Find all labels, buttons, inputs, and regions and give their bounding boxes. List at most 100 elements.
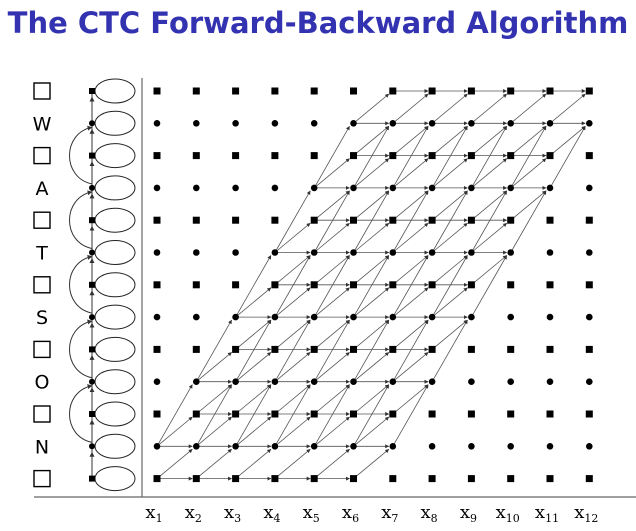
hmm-label-node [89,443,95,450]
transition-edge [392,125,429,189]
label-state-node [271,120,279,127]
transition-edge [392,190,429,253]
label-state-node [586,443,593,450]
blank-state-node [467,281,475,289]
transition-edge [510,158,547,189]
blank-state-node [585,87,593,95]
transition-edge [313,416,350,447]
blank-state-node [507,345,515,353]
blank-state-node [271,87,279,95]
transition-edge [235,448,272,479]
blank-state-node [153,281,161,289]
transition-edge [156,384,193,447]
blank-state-node [192,87,200,95]
blank-state-node [153,216,161,224]
transition-edge [274,255,311,286]
transition-edge [235,384,272,447]
self-loop-ellipse [94,272,136,298]
transition-edge [353,125,390,189]
blank-state-node [546,216,554,224]
blank-state-node [585,345,593,353]
blank-state-node [467,152,475,160]
x-axis-label: x7 [381,502,398,525]
label-state-node [232,313,239,321]
blank-state-node [546,152,554,160]
blank-state-node [271,345,279,353]
self-loop-ellipse [94,466,136,492]
x-axis-label: x11 [535,502,559,525]
blank-state-node [271,410,279,418]
self-loop-ellipse [94,240,136,265]
transition-edge [235,319,272,350]
transition-edge [392,319,429,382]
blank-state-node [153,87,161,95]
label-state-node [389,249,397,256]
label-state-node [546,443,554,450]
label-state-node [546,313,554,321]
transition-edge [353,93,390,124]
blank-state-node [389,410,397,418]
blank-state-node [389,152,397,160]
transition-edge [392,125,429,156]
label-state-node [428,443,436,450]
label-state-node [232,443,239,450]
label-state-node [586,120,593,127]
blank-state-node [153,475,161,483]
label-state-node [271,184,279,192]
blank-state-node [507,152,515,160]
blank-row-label [33,469,51,488]
blank-state-node [546,281,554,289]
hmm-label-node [89,378,95,385]
hmm-blank-node [89,281,95,288]
transition-edge [313,222,350,253]
transition-edge [510,190,547,221]
transition-edge [431,222,468,253]
transition-edge [313,255,350,318]
transition-edge [353,287,390,318]
transition-edge [353,319,390,382]
transition-edge [510,125,547,156]
label-state-node [193,184,200,192]
transition-edge [549,125,586,189]
blank-state-node [192,410,200,418]
transition-edge [196,384,232,415]
transition-edge [195,319,232,382]
transition-edge [549,125,586,156]
transition-edge [353,158,390,189]
transition-edge [549,93,586,124]
transition-edge [471,190,508,221]
blank-state-node [232,475,240,483]
label-state-node [428,184,436,192]
label-state-node [507,120,514,127]
self-loop-ellipse [94,143,136,169]
label-state-node [507,249,514,256]
transition-edge [353,416,390,447]
label-state-node [468,443,475,450]
transition-edge [235,319,272,382]
transition-edge [235,255,272,318]
blank-state-node [585,216,593,224]
transition-edge [431,319,468,350]
label-state-node [586,249,593,256]
label-state-node [468,249,475,256]
label-state-node [507,378,514,386]
blank-state-node [271,281,279,289]
label-state-node [350,378,357,386]
blank-state-node [507,410,515,418]
transition-edge [431,125,468,156]
hmm-label-node [89,120,95,127]
blank-row-label [33,82,51,100]
skip-arc [69,254,93,314]
label-state-node [507,313,514,321]
transition-edge [471,255,508,286]
row-label: W [33,113,52,135]
x-axis-label: x12 [574,502,598,525]
label-state-node [193,313,200,321]
blank-state-node [153,152,161,160]
transition-edge [156,416,193,447]
label-state-node [310,120,318,127]
x-axis-label: x9 [460,502,477,525]
transition-edge [392,319,429,350]
self-loop-ellipse [94,175,136,201]
transition-edge [431,190,468,221]
